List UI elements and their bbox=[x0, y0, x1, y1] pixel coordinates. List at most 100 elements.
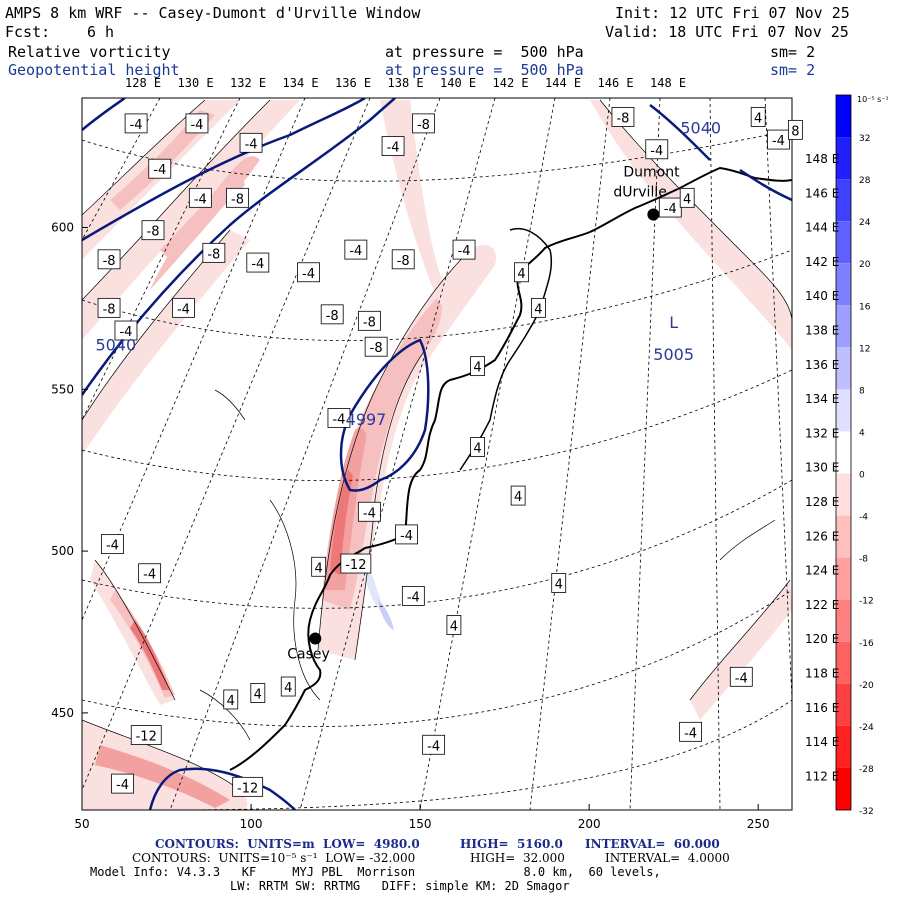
colorbar-swatch-1 bbox=[836, 137, 851, 180]
height-label-4: 5005 bbox=[653, 345, 694, 364]
lon-label-6: 140 E bbox=[440, 76, 477, 90]
height-label-1: 5040 bbox=[680, 119, 721, 138]
station-label-1: Casey bbox=[287, 646, 330, 662]
vort-label-20: -8 bbox=[364, 336, 388, 357]
svg-text:-8: -8 bbox=[363, 315, 376, 330]
colorbar-label-3: 20 bbox=[859, 260, 871, 270]
svg-text:-12: -12 bbox=[237, 781, 258, 796]
vort-label-33: -4 bbox=[658, 197, 682, 218]
meridian-8 bbox=[529, 98, 611, 810]
footer-vort-high: HIGH= 32.000 bbox=[470, 851, 565, 865]
height-contour-5040-w bbox=[82, 98, 396, 396]
svg-text:-8: -8 bbox=[616, 111, 629, 126]
svg-text:-4: -4 bbox=[650, 144, 663, 159]
lon-label-5: 138 E bbox=[387, 76, 424, 90]
meridian-5 bbox=[169, 98, 441, 810]
vort-label-25: -4 bbox=[401, 586, 425, 606]
lat-label-10: 128 E bbox=[805, 495, 839, 509]
parallel-6 bbox=[159, 699, 792, 810]
svg-text:-4: -4 bbox=[387, 141, 400, 156]
colorbar-swatch-16 bbox=[836, 767, 851, 810]
vort-label-45: 4 bbox=[510, 485, 526, 506]
vort-positive-2 bbox=[378, 600, 394, 630]
field1-level: at pressure = 500 hPa bbox=[385, 43, 584, 61]
vort-label-30: -12 bbox=[232, 776, 264, 797]
lat-label-17: 114 E bbox=[805, 735, 839, 749]
colorbar-swatch-2 bbox=[836, 179, 851, 222]
svg-text:4: 4 bbox=[450, 620, 458, 635]
vort-contour-3 bbox=[82, 99, 206, 216]
parallel-5 bbox=[82, 589, 792, 727]
vort-label-22: -4 bbox=[357, 501, 381, 522]
colorbar-swatch-15 bbox=[836, 725, 851, 768]
lat-label-0: 148 E bbox=[805, 152, 839, 166]
vort-contour-7 bbox=[94, 559, 176, 701]
svg-text:4: 4 bbox=[517, 267, 525, 282]
field2-name: Geopotential height bbox=[8, 61, 180, 79]
svg-text:-8: -8 bbox=[397, 254, 410, 269]
svg-text:-4: -4 bbox=[245, 137, 258, 152]
svg-text:-4: -4 bbox=[349, 244, 362, 259]
vort-label-6: -8 bbox=[141, 220, 165, 241]
lat-label-3: 142 E bbox=[805, 255, 839, 269]
svg-text:-4: -4 bbox=[400, 529, 413, 544]
vort-label-29: -4 bbox=[111, 773, 134, 794]
vort-label-39: 8 bbox=[787, 119, 803, 140]
lat-label-6: 136 E bbox=[805, 358, 839, 372]
vort-contour-10 bbox=[689, 579, 791, 701]
field1-smoothing: sm= 2 bbox=[770, 43, 816, 61]
svg-text:-12: -12 bbox=[136, 730, 157, 745]
height-contour-5040-nw2 bbox=[82, 98, 126, 131]
vort-label-14: -8 bbox=[412, 113, 435, 134]
vort-label-21: -4 bbox=[327, 407, 351, 428]
colorbar-frame bbox=[835, 94, 852, 811]
vort-label-15: -4 bbox=[344, 239, 368, 260]
svg-text:4: 4 bbox=[514, 490, 522, 505]
svg-text:-8: -8 bbox=[326, 309, 339, 324]
vort-label-13: -4 bbox=[381, 136, 405, 156]
vort-label-8: -8 bbox=[97, 249, 121, 270]
y-tick-label-3: 600 bbox=[51, 220, 74, 234]
vort-label-43: 4 bbox=[470, 356, 485, 377]
vort-label-5: -8 bbox=[226, 187, 249, 208]
svg-text:-4: -4 bbox=[119, 325, 132, 340]
vort-label-47: 4 bbox=[551, 573, 567, 593]
svg-text:4: 4 bbox=[754, 111, 762, 126]
svg-text:-8: -8 bbox=[231, 192, 244, 207]
vort-label-52: -8 bbox=[320, 304, 344, 325]
x-tick-label-4: 250 bbox=[747, 817, 770, 831]
svg-text:-8: -8 bbox=[370, 341, 383, 356]
footer-physics: LW: RRTM SW: RRTMG DIFF: simple KM: 2D S… bbox=[230, 879, 570, 893]
field2-level: at pressure = 500 hPa bbox=[385, 61, 584, 79]
lat-label-18: 112 E bbox=[805, 769, 839, 783]
svg-text:4: 4 bbox=[473, 442, 481, 457]
footer-height-high: HIGH= 5160.0 bbox=[460, 837, 563, 851]
lat-label-16: 116 E bbox=[805, 701, 839, 715]
svg-text:-4: -4 bbox=[684, 726, 697, 741]
svg-text:-4: -4 bbox=[407, 590, 420, 605]
lon-label-8: 144 E bbox=[545, 76, 582, 90]
meridian-9 bbox=[629, 98, 661, 810]
vort-label-34: -4 bbox=[767, 129, 790, 150]
svg-text:-4: -4 bbox=[458, 244, 471, 259]
meridian-4 bbox=[82, 98, 371, 791]
footer-vort-contours: CONTOURS: UNITS=10⁻⁵ s⁻¹ LOW= -32.000 bbox=[132, 851, 416, 865]
lon-label-3: 134 E bbox=[282, 76, 319, 90]
vort-label-40: 4 bbox=[679, 187, 695, 208]
vorticity-contours bbox=[82, 99, 792, 791]
vort-band-nw-4 bbox=[82, 230, 250, 455]
svg-text:-4: -4 bbox=[143, 568, 156, 583]
lat-label-4: 140 E bbox=[805, 289, 839, 303]
meridian-11 bbox=[764, 98, 792, 701]
vort-label-51: 4 bbox=[223, 689, 239, 710]
y-tick-label-1: 500 bbox=[51, 544, 74, 558]
valid-time: Valid: 18 UTC Fri 07 Nov 25 bbox=[605, 23, 849, 41]
vort-label-27: -4 bbox=[138, 563, 162, 584]
svg-text:8: 8 bbox=[791, 124, 799, 139]
station-label-0-b: dUrville bbox=[613, 185, 666, 201]
vort-label-17: -8 bbox=[391, 249, 415, 270]
colorbar-unit: 10⁻⁵ s⁻¹ bbox=[857, 95, 889, 104]
right-latitude-labels: 148 E 146 E 144 E 142 E 140 E 138 E 136 E 134 E… bbox=[805, 152, 839, 783]
colorbar-label-15: -28 bbox=[859, 765, 874, 775]
meridian-10 bbox=[709, 98, 721, 810]
